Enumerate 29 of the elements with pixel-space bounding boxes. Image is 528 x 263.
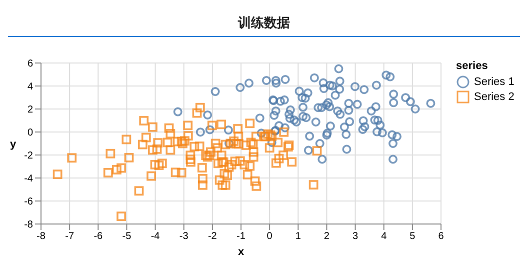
x-tick-label: -7 bbox=[65, 231, 74, 242]
x-tick-label: -8 bbox=[36, 231, 46, 242]
y-tick-label: 0 bbox=[27, 128, 34, 139]
y-tick-label: 4 bbox=[27, 82, 34, 93]
y-tick-label: 2 bbox=[27, 104, 34, 116]
x-tick-label: 6 bbox=[438, 231, 444, 242]
x-tick-label: -6 bbox=[94, 231, 104, 242]
x-tick-label: 2 bbox=[324, 231, 330, 242]
legend-title: series bbox=[456, 60, 489, 72]
x-axis-title: x bbox=[238, 246, 245, 258]
legend-label: Series 2 bbox=[474, 90, 514, 102]
chart-title: 训练数据 bbox=[236, 14, 291, 32]
y-tick-label: -4 bbox=[24, 174, 34, 185]
y-tick-label: -6 bbox=[24, 196, 34, 208]
x-tick-label: -3 bbox=[179, 231, 189, 242]
y-tick-label: -2 bbox=[24, 150, 34, 162]
x-tick-label: -1 bbox=[236, 231, 246, 242]
y-tick-label: 6 bbox=[27, 58, 34, 70]
x-tick-label: 4 bbox=[381, 231, 388, 242]
y-tick-label: -8 bbox=[24, 220, 34, 231]
x-tick-label: -4 bbox=[150, 231, 160, 242]
x-tick-label: 3 bbox=[352, 231, 359, 242]
x-tick-label: 0 bbox=[266, 231, 273, 242]
y-axis-title: y bbox=[10, 138, 17, 150]
x-tick-label: 5 bbox=[410, 231, 416, 242]
x-tick-label: -2 bbox=[208, 231, 218, 242]
legend-label: Series 1 bbox=[474, 76, 514, 88]
x-tick-label: -5 bbox=[122, 231, 132, 242]
x-tick-label: 1 bbox=[295, 231, 302, 242]
